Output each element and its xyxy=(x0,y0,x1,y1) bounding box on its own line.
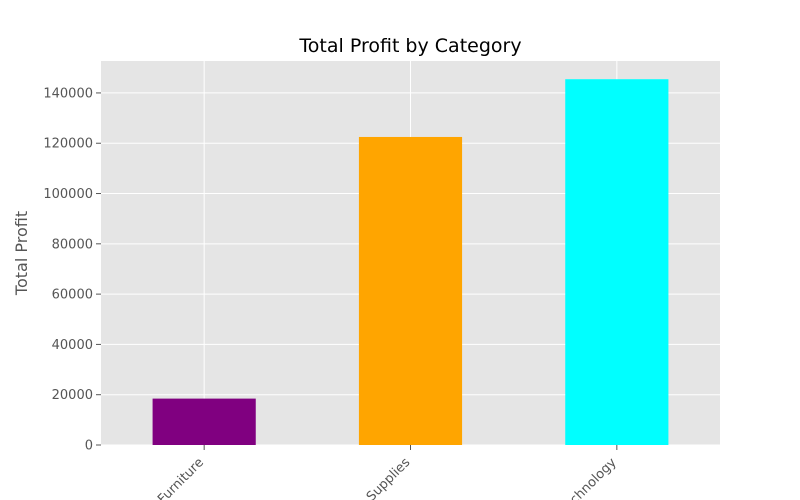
y-tick-label: 20000 xyxy=(52,388,93,403)
x-tick-label: Furniture xyxy=(155,455,207,500)
y-tick-label: 0 xyxy=(85,439,93,454)
y-tick-label: 140000 xyxy=(43,86,93,101)
y-tick-label: 80000 xyxy=(52,237,93,252)
y-tick-label: 100000 xyxy=(43,187,93,202)
x-tick-label: Technology xyxy=(557,455,620,500)
y-tick-label: 120000 xyxy=(43,137,93,152)
y-axis-ticks: 0 20000 40000 60000 80000 100000 120000 140000 xyxy=(43,86,101,454)
x-tick-label: Office Supplies xyxy=(334,455,413,500)
y-tick-label: 40000 xyxy=(52,338,93,353)
bar-technology xyxy=(565,79,669,446)
x-axis-ticks: Furniture Office Supplies Technology xyxy=(155,445,620,500)
bar-furniture xyxy=(152,398,256,445)
y-axis-label: Total Profit xyxy=(12,211,31,296)
bar-office-supplies xyxy=(358,136,463,445)
chart-title: Total Profit by Category xyxy=(298,35,521,57)
y-tick-label: 60000 xyxy=(52,288,93,303)
bars xyxy=(152,79,669,446)
